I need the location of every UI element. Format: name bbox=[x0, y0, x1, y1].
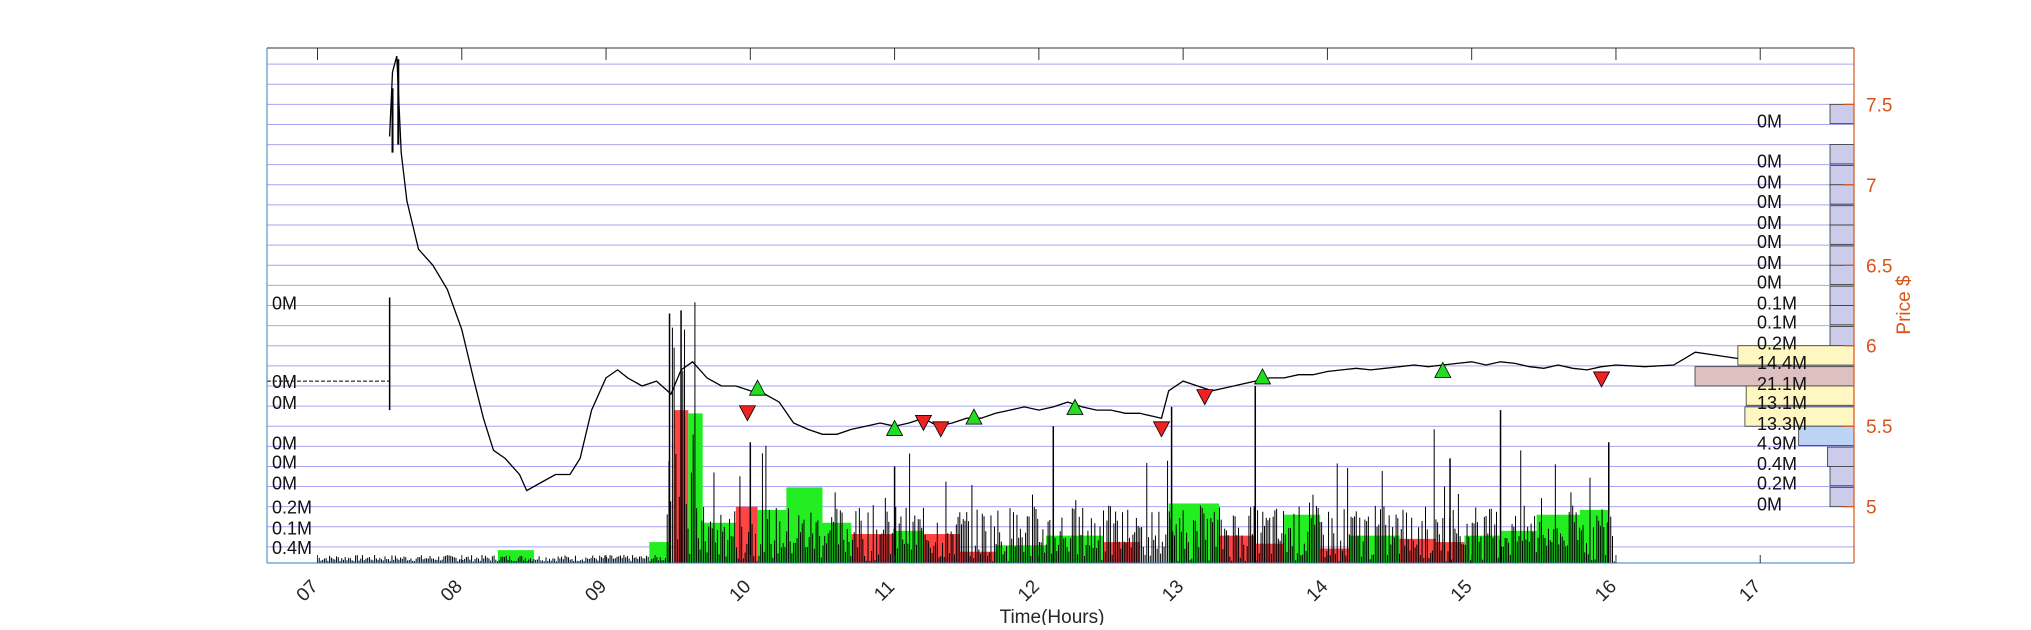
volume-profile-label: 0M bbox=[1757, 232, 1782, 252]
x-tick-label: 07 bbox=[293, 576, 323, 606]
y-tick-label: 7 bbox=[1866, 176, 1877, 197]
volume-bar bbox=[688, 413, 703, 563]
volume-profile-label: 14.4M bbox=[1757, 353, 1807, 373]
volume-bar bbox=[1320, 548, 1350, 563]
price-line bbox=[388, 55, 1739, 492]
volume-profile-bar bbox=[1829, 103, 1855, 125]
volume-bar bbox=[1046, 535, 1104, 563]
volume-profile-label: 0M bbox=[1757, 272, 1782, 292]
volume-profile-label: 0.4M bbox=[1757, 454, 1797, 474]
buy-marker bbox=[885, 419, 904, 436]
x-tick-label: 10 bbox=[726, 576, 756, 606]
volume-profile-bar bbox=[1829, 285, 1855, 306]
y-tick-label: 6 bbox=[1866, 337, 1877, 358]
sell-marker bbox=[738, 405, 757, 422]
sell-marker bbox=[932, 421, 950, 438]
x-tick-label: 16 bbox=[1591, 576, 1621, 606]
sell-marker bbox=[1592, 371, 1611, 388]
volume-profile-label: 0.2M bbox=[1757, 334, 1797, 354]
x-tick-label: 15 bbox=[1447, 576, 1477, 606]
y-tick-label: 5.5 bbox=[1866, 417, 1892, 438]
volume-profile-label: 13.1M bbox=[1757, 393, 1807, 413]
volume-profile-label: 0M bbox=[1757, 152, 1782, 172]
volume-profile-bar bbox=[1829, 466, 1855, 487]
buy-marker bbox=[1066, 398, 1084, 415]
y-tick-label: 7.5 bbox=[1866, 95, 1892, 116]
sell-marker bbox=[1152, 421, 1171, 438]
buy-marker bbox=[748, 379, 767, 396]
volume-profile-bar bbox=[1827, 446, 1855, 467]
y-axis-label: Price $ bbox=[1894, 275, 1915, 335]
volume-profile-label: 0M bbox=[1757, 192, 1782, 212]
volume-profile-label: 0M bbox=[1757, 213, 1782, 233]
left-volume-label: 0M bbox=[272, 293, 297, 313]
x-tick-label: 09 bbox=[581, 576, 611, 606]
left-volume-label: 0M bbox=[272, 453, 297, 473]
y-tick-label: 6.5 bbox=[1866, 256, 1892, 277]
buy-marker bbox=[1434, 361, 1452, 378]
volume-profile-bar bbox=[1829, 326, 1855, 347]
volume-bar bbox=[923, 534, 960, 563]
y-tick-label: 5 bbox=[1866, 498, 1877, 519]
volume-profile-label: 4.9M bbox=[1757, 433, 1797, 453]
volume-profile-label: 21.1M bbox=[1757, 374, 1807, 394]
x-tick-label: 08 bbox=[437, 576, 467, 606]
volume-profile-bar bbox=[1829, 245, 1855, 266]
x-tick-label: 14 bbox=[1303, 576, 1333, 606]
volume-profile-label: 0.2M bbox=[1757, 474, 1797, 494]
volume-bar bbox=[757, 509, 787, 563]
left-volume-label: 0M bbox=[272, 433, 297, 453]
volume-profile-label: 0M bbox=[1757, 253, 1782, 273]
left-volume-label: 0.4M bbox=[272, 538, 312, 558]
sell-marker bbox=[1196, 389, 1214, 406]
left-volume-label: 0.2M bbox=[272, 498, 312, 518]
volume-bar bbox=[1579, 509, 1609, 563]
left-volume-label: 0M bbox=[272, 474, 297, 494]
volume-profile-label: 0.1M bbox=[1757, 313, 1797, 333]
volume-profile-bar bbox=[1829, 305, 1855, 326]
buy-marker bbox=[965, 408, 983, 425]
left-volume-label: 0M bbox=[272, 393, 297, 413]
x-tick-label: 11 bbox=[870, 577, 899, 606]
x-tick-label: 13 bbox=[1158, 576, 1188, 606]
volume-profile-label: 0M bbox=[1757, 494, 1782, 514]
volume-profile-bar bbox=[1829, 184, 1855, 205]
volume-profile-bar bbox=[1829, 486, 1855, 508]
volume-profile-label: 0M bbox=[1757, 111, 1782, 131]
volume-profile-label: 13.3M bbox=[1757, 414, 1807, 434]
volume-profile-bar bbox=[1829, 224, 1855, 245]
buy-marker bbox=[1253, 368, 1272, 385]
volume-profile-label: 0.1M bbox=[1757, 293, 1797, 313]
volume-profile-bar bbox=[1829, 264, 1855, 285]
x-tick-label: 12 bbox=[1014, 576, 1044, 606]
volume-profile-bar bbox=[1829, 165, 1855, 186]
volume-profile-bar bbox=[1829, 144, 1855, 165]
left-volume-label: 0M bbox=[272, 372, 297, 392]
volume-profile-label: 0M bbox=[1757, 173, 1782, 193]
volume-bar bbox=[1399, 538, 1436, 563]
x-axis-label: Time(Hours) bbox=[1000, 607, 1105, 625]
sell-marker bbox=[914, 414, 933, 432]
left-volume-label: 0.1M bbox=[272, 519, 312, 539]
x-tick-label: 17 bbox=[1735, 576, 1765, 606]
volume-profile-bar bbox=[1829, 205, 1855, 226]
